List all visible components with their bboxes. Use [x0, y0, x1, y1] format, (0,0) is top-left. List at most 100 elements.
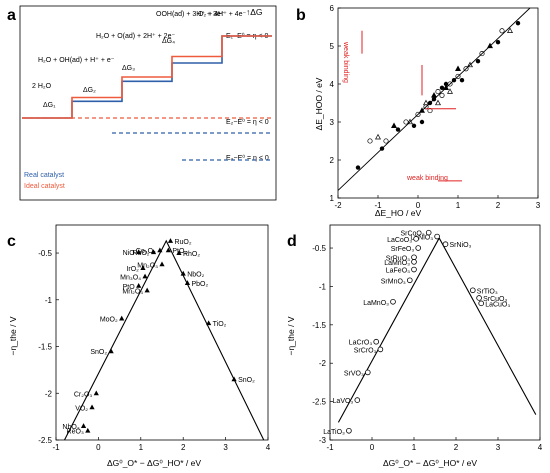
data-label: SrMnO₃ [381, 278, 406, 285]
data-point [455, 65, 461, 71]
panel-a-label: a [7, 7, 16, 24]
data-point [451, 78, 457, 83]
dG-axis-label: ↑ΔG [246, 7, 263, 17]
panel-d-y-tick-label: -3 [319, 436, 327, 445]
data-label: LaCuO₃ [485, 301, 510, 308]
data-label: PtO [123, 284, 136, 291]
panel-d-ylabel: −η_the / V [286, 316, 296, 355]
panel-b-x-tick-label: 0 [416, 201, 421, 210]
data-point [176, 250, 182, 256]
panel-c-x-tick-label: 2 [181, 443, 186, 452]
panel-d-label: d [287, 233, 297, 250]
data-point [80, 423, 87, 428]
state-label-5: O₂ + 4H⁺ + 4e⁻ [198, 11, 247, 18]
data-point [413, 236, 419, 242]
data-point [455, 73, 461, 79]
panel-c-x-tick-label: 3 [223, 443, 228, 452]
data-point [355, 165, 361, 170]
panel-c-volcano-line [63, 239, 265, 441]
panel-c-y-tick-label: -2 [45, 389, 53, 398]
data-point [364, 369, 371, 376]
panel-b-axes: -2 -1 0 1 2 3 1 2 3 4 5 6 [330, 4, 541, 210]
data-label: RuO₂ [132, 250, 149, 257]
data-point [515, 21, 521, 26]
data-label: LaCoO₃ [387, 237, 412, 244]
data-point [435, 89, 441, 95]
panel-c-x-tick-label: 1 [139, 443, 144, 452]
data-point [136, 282, 142, 288]
panel-a-energy-diagram: ↑ΔG OOH(ad) + 3H⁺ + 3e⁻ O₂ + 4H⁺ + 4e⁻ H… [19, 5, 277, 201]
panel-a-frame [19, 5, 277, 201]
data-point [476, 295, 482, 301]
data-point [93, 390, 99, 396]
data-point [439, 85, 445, 91]
data-point [459, 78, 465, 83]
data-label: Mn₃O₄ [120, 274, 141, 281]
data-point [354, 397, 361, 403]
data-point [431, 97, 437, 102]
panel-d-xlabel: ΔG⁰_O* − ΔG⁰_HO* / eV [383, 458, 477, 468]
data-point [373, 338, 380, 345]
data-label: SrCrO₃ [354, 347, 377, 354]
data-label: PtO₂ [172, 248, 187, 255]
data-point [231, 376, 237, 382]
data-point [159, 261, 165, 267]
data-point [119, 315, 125, 321]
panel-b-y-tick-label: 5 [330, 42, 335, 51]
panel-c-y-tick-label: -1.5 [38, 343, 52, 352]
series-line-ideal [22, 35, 272, 119]
panel-d-marks: SrCoO₃LaNiO₃LaCoO₃SrNiO₃SrFeO₃SrRuO₃LaMn… [323, 229, 537, 436]
legend-ideal: Ideal catalyst [24, 183, 65, 190]
data-point [157, 247, 163, 253]
panel-c-xlabel: ΔG⁰_O* − ΔG⁰_HO* / eV [107, 458, 201, 468]
data-point [411, 254, 417, 261]
panel-b-y-tick-label: 1 [330, 194, 335, 203]
data-label: SrTiO₃ [477, 288, 498, 295]
data-point [144, 287, 150, 293]
data-label: LaTiO₃ [323, 429, 345, 436]
panel-c-x-tick-label: 4 [266, 443, 271, 452]
data-point [379, 146, 385, 151]
data-point [367, 138, 373, 144]
data-label: LaMnO₃ [363, 300, 389, 307]
panel-b-y-tick-label: 2 [330, 156, 335, 165]
data-point [390, 298, 396, 305]
panel-b-x-tick-label: 1 [456, 201, 461, 210]
data-point [443, 84, 449, 90]
data-point [443, 81, 449, 87]
data-label: SnO₂ [238, 377, 255, 384]
panel-d-volcano: -1 0 1 2 3 4-3-2.5-2-1.5-1-0.5 SrCoO₃LaNiO₃La… [286, 224, 543, 468]
panel-d-x-tick-label: -1 [326, 443, 334, 452]
data-point [85, 427, 91, 433]
data-point [419, 107, 425, 113]
weak-binding-x: weak binding [406, 175, 448, 182]
data-point [375, 133, 381, 140]
data-point [475, 59, 481, 64]
state-label-2: H₂O + OH(ad) + H⁺ + e⁻ [38, 57, 115, 64]
data-label: PbO₂ [191, 281, 208, 288]
data-point [142, 273, 148, 279]
eq3-label: E₃−E⁰ = η < 0 [226, 154, 269, 162]
panel-b-x-tick-label: -1 [374, 201, 382, 210]
panel-d-x-tick-label: 4 [538, 443, 543, 452]
state-label-3: H₂O + O(ad) + 2H⁺ + 2e⁻ [96, 33, 175, 40]
panel-d-y-tick-label: -0.5 [312, 244, 326, 253]
data-point [89, 404, 95, 410]
panel-d-x-tick-label: 0 [370, 443, 375, 452]
data-point [479, 51, 485, 57]
data-label: NiO [123, 250, 136, 257]
data-label: LaVO₃ [333, 398, 354, 405]
data-point [478, 300, 485, 307]
data-label: SrVO₃ [344, 370, 364, 377]
legend-real: Real catalyst [24, 172, 64, 179]
data-point [391, 122, 397, 128]
panel-d-y-tick-label: -1 [319, 282, 327, 291]
data-label: LaNiO₃ [410, 235, 433, 242]
data-label: MoO₂ [100, 316, 118, 323]
data-point [507, 27, 513, 33]
panel-c-x-tick-label: 0 [96, 443, 101, 452]
panel-b-x-tick-label: -2 [334, 201, 342, 210]
data-point [150, 249, 157, 255]
panel-b-ylabel: ΔE_HOO / eV [314, 77, 324, 130]
data-point [447, 88, 453, 94]
